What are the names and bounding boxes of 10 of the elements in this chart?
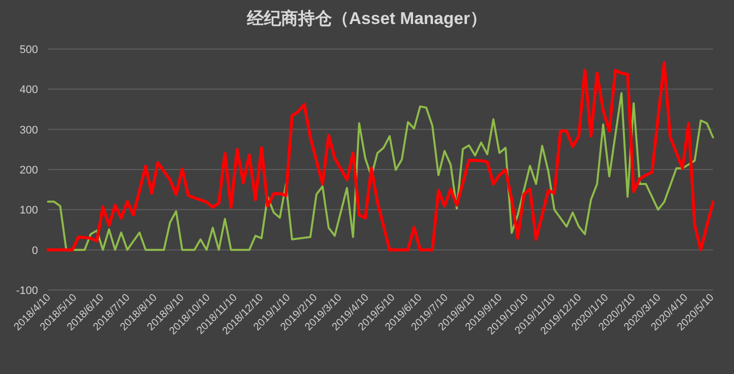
chart-title: 经纪商持仓（Asset Manager） [246,9,487,28]
y-tick-label: -100 [16,285,38,297]
line-series [47,92,714,251]
y-tick-label: 300 [20,124,38,136]
y-tick-label: 400 [20,84,38,96]
y-tick-label: 500 [20,44,38,56]
y-tick-label: 100 [20,204,38,217]
y-tick-label: 200 [20,164,38,176]
y-tick-label: 0 [32,244,38,257]
line-series [46,61,714,252]
